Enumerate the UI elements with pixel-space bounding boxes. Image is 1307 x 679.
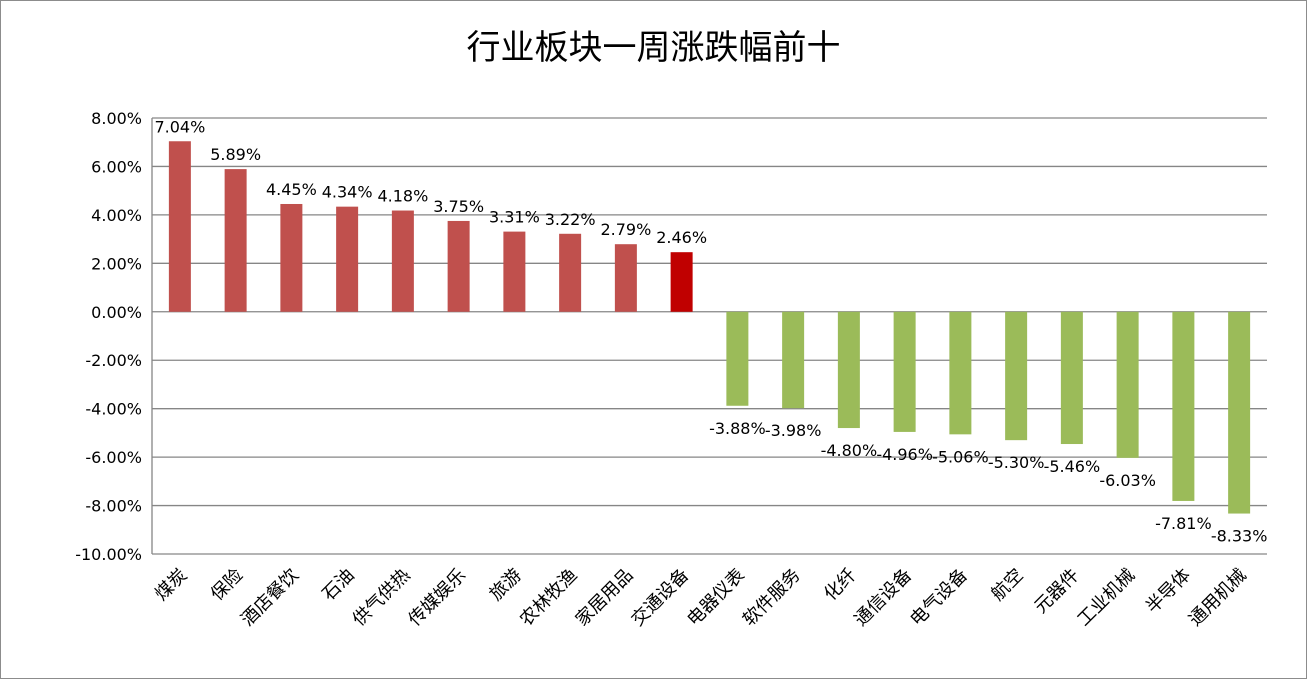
data-label: 4.45% (266, 180, 317, 199)
bar-16 (1005, 311, 1028, 441)
x-tick-label: 交通设备 (627, 565, 693, 631)
bar-7 (503, 231, 526, 312)
x-tick-label: 电器仪表 (683, 565, 749, 631)
data-label: -6.03% (1099, 471, 1156, 490)
bar-8 (559, 233, 582, 312)
chart-title: 行业板块一周涨跌幅前十 (466, 28, 841, 68)
x-tick-label: 电气设备 (906, 565, 972, 631)
bar-1 (168, 141, 191, 312)
x-tick-label: 石油 (318, 565, 358, 605)
data-label: 4.34% (322, 183, 373, 202)
x-tick-label: 农林牧渔 (516, 565, 582, 631)
x-tick-label: 半导体 (1142, 565, 1195, 618)
data-label: 2.79% (600, 220, 651, 239)
x-tick-label: 航空 (987, 565, 1027, 605)
x-tick-label: 酒店餐饮 (237, 565, 303, 631)
x-tick-label: 软件服务 (739, 565, 805, 631)
x-tick-label: 供气供热 (349, 565, 415, 631)
data-label: -3.88% (709, 419, 766, 438)
y-tick-label: -6.00% (85, 448, 142, 467)
data-label: -4.96% (876, 445, 933, 464)
x-tick-label: 旅游 (486, 565, 526, 605)
data-label: 3.75% (433, 197, 484, 216)
data-label: 7.04% (154, 117, 205, 136)
y-tick-label: 0.00% (91, 303, 142, 322)
bar-3 (280, 203, 303, 312)
bar-5 (391, 210, 414, 312)
bar-14 (893, 311, 916, 432)
bar-12 (782, 311, 805, 409)
data-label: -5.30% (988, 453, 1045, 472)
bar-15 (949, 311, 972, 435)
y-tick-label: 2.00% (91, 254, 142, 273)
data-label: 4.18% (377, 187, 428, 206)
bar-19 (1172, 311, 1195, 501)
bar-13 (837, 311, 860, 429)
x-tick-label: 保险 (207, 565, 247, 605)
data-label: -8.33% (1211, 527, 1268, 546)
data-label: -5.46% (1044, 457, 1101, 476)
bar-9 (614, 244, 637, 312)
bar-17 (1060, 311, 1083, 445)
bar-11 (726, 311, 749, 406)
data-label: 3.22% (545, 210, 596, 229)
bar-6 (447, 220, 470, 312)
data-label: -3.98% (765, 421, 822, 440)
x-tick-label: 化纤 (820, 565, 860, 605)
x-tick-label: 元器件 (1030, 565, 1083, 618)
x-tick-label: 传媒娱乐 (404, 565, 470, 631)
data-label: 2.46% (656, 228, 707, 247)
data-label: -4.80% (821, 441, 878, 460)
y-tick-label: -10.00% (75, 545, 142, 564)
x-tick-label: 家居用品 (572, 565, 638, 631)
y-tick-label: -2.00% (85, 351, 142, 370)
bar-4 (336, 206, 359, 312)
data-label: -5.06% (932, 447, 989, 466)
x-tick-label: 工业机械 (1073, 565, 1139, 631)
data-label: -7.81% (1155, 514, 1212, 533)
y-tick-label: -8.00% (85, 497, 142, 516)
x-tick-label: 通用机械 (1185, 565, 1251, 631)
y-tick-label: 8.00% (91, 109, 142, 128)
x-tick-label: 通信设备 (850, 565, 916, 631)
y-tick-label: 6.00% (91, 157, 142, 176)
bar-10 (670, 252, 693, 312)
x-tick-label: 煤炭 (151, 565, 191, 605)
bar-20 (1228, 311, 1251, 514)
data-label: 5.89% (210, 145, 261, 164)
bar-18 (1116, 311, 1139, 458)
y-tick-label: 4.00% (91, 206, 142, 225)
data-label: 3.31% (489, 208, 540, 227)
y-tick-label: -4.00% (85, 400, 142, 419)
bar-2 (224, 169, 247, 312)
